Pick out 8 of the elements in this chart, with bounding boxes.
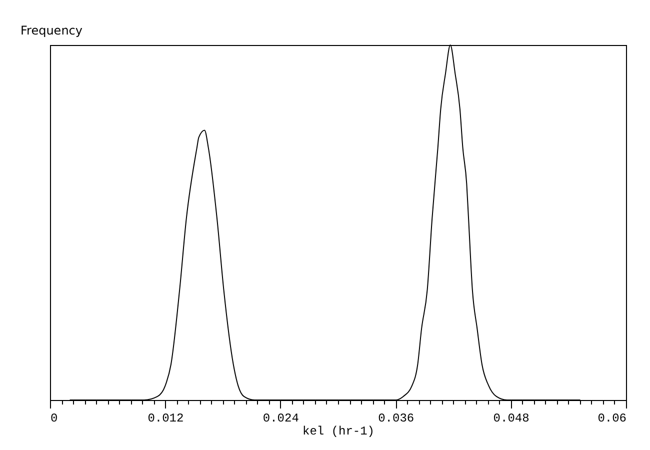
y-axis-title: Frequency (20, 24, 82, 38)
x-axis-title: kel (hr-1) (302, 424, 375, 438)
x-tick-label: 0.012 (148, 412, 184, 426)
x-tick-label: 0.06 (598, 412, 626, 426)
x-tick-label: 0.036 (378, 412, 414, 426)
x-tick-label: 0.048 (493, 412, 530, 426)
x-tick-label: 0.024 (262, 412, 299, 426)
x-tick-label: 0 (50, 412, 58, 426)
